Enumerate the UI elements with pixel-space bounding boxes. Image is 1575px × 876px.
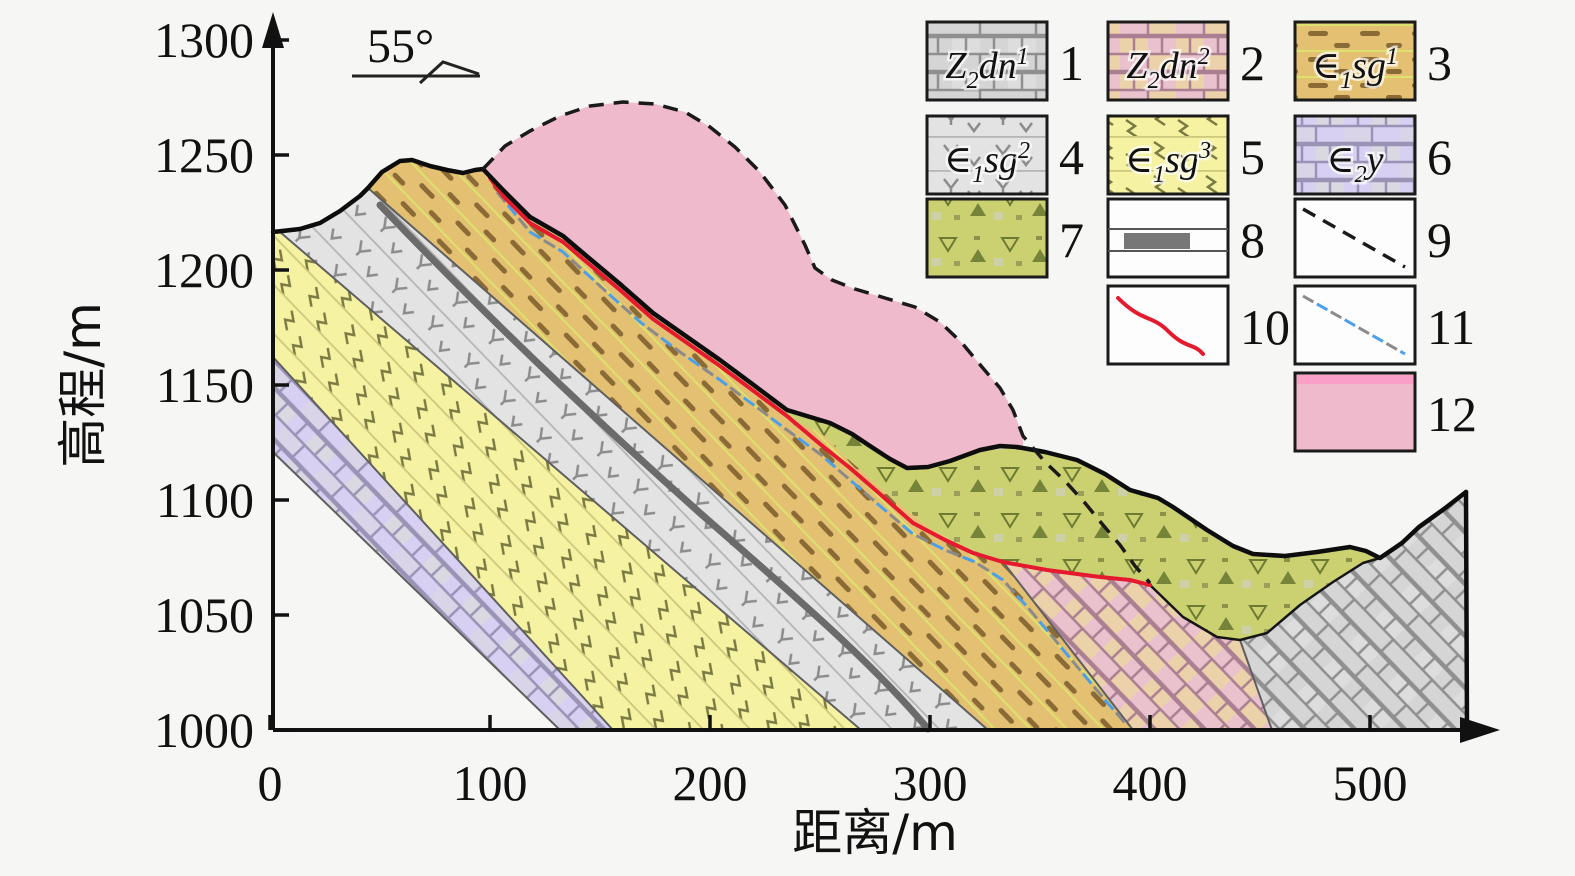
legend-unit-e1sg1: ∈1sg1 — [1312, 44, 1398, 94]
boundary-yellow-gray — [279, 231, 862, 731]
landslide-mass-pink — [483, 102, 1023, 468]
x-tick-marks — [268, 715, 1372, 730]
boundary-dn2-dn1 — [1239, 639, 1273, 731]
y-tick-1100: 1100 — [156, 472, 254, 528]
legend-swatch-e1sg2 — [925, 114, 1049, 196]
y-tick-1000: 1000 — [154, 702, 254, 758]
legend-number-5: 5 — [1240, 129, 1265, 185]
legend-item-10: 10 — [1106, 284, 1290, 366]
dashed-line-sample — [1302, 207, 1406, 269]
legend-swatch-e1sg1 — [1293, 20, 1417, 102]
x-axis-arrow — [1460, 717, 1500, 743]
stratum-e1sg1-orange — [368, 160, 1133, 730]
legend-item-9: 9 — [1293, 197, 1452, 279]
x-tick-200: 200 — [673, 755, 748, 811]
legend: Z2dn1 1 Z2dn2 2 ∈1sg1 3 ∈1sg2 4 ∈1sg3 5 … — [925, 20, 1477, 453]
legend-unit-e1sg2: ∈1sg2 — [944, 138, 1030, 188]
stratum-z2dn2-pink — [1003, 562, 1272, 730]
dip-direction-wedge — [418, 60, 480, 85]
legend-swatch-e1sg3 — [1106, 114, 1230, 196]
legend-number-1: 1 — [1059, 35, 1084, 91]
y-tick-marks — [273, 38, 289, 732]
dip-annotation: 55° — [352, 20, 480, 85]
legend-number-11: 11 — [1427, 299, 1475, 355]
stratum-e1sg3-yellow — [273, 232, 861, 730]
landslide-swatch-stripe — [1297, 375, 1413, 384]
legend-swatch-z2dn1 — [925, 20, 1049, 102]
x-tick-400: 400 — [1113, 755, 1188, 811]
section-right-edge — [1463, 489, 1470, 733]
weathering-limit-dash-blue — [495, 191, 1128, 725]
legend-unit-z2dn1: Z2dn1 — [945, 44, 1028, 94]
weak-interlayer-band — [376, 201, 932, 733]
debris-zone-green — [483, 169, 1380, 640]
interlayer-bar — [1124, 233, 1190, 249]
legend-swatch-debris — [925, 197, 1049, 279]
x-tick-300: 300 — [893, 755, 968, 811]
weathering-line-sample-gray — [1302, 294, 1406, 356]
legend-swatch-slip-surface — [1106, 284, 1230, 366]
x-axis-title: 距离/m — [792, 804, 958, 862]
weathering-line-sample-blue — [1302, 294, 1406, 356]
legend-swatch-landslide-mass — [1293, 371, 1417, 453]
x-tick-100: 100 — [453, 755, 528, 811]
legend-number-3: 3 — [1427, 35, 1452, 91]
y-axis-title: 高程/m — [54, 302, 112, 468]
legend-unit-e1sg3: ∈1sg3 — [1125, 138, 1211, 188]
y-tick-1300: 1300 — [154, 12, 254, 68]
legend-number-10: 10 — [1240, 299, 1290, 355]
boundary-lavender-yellow — [272, 356, 614, 731]
legend-item-12: 12 — [1293, 371, 1477, 453]
boundary-gray-orange — [367, 187, 989, 731]
legend-item-4: ∈1sg2 4 — [925, 114, 1084, 196]
legend-item-1: Z2dn1 1 — [925, 20, 1084, 102]
x-tick-labels: 0 100 200 300 400 500 — [258, 755, 1408, 811]
section-base-line — [272, 451, 561, 731]
legend-item-6: ∈2y 6 — [1293, 114, 1452, 196]
legend-number-6: 6 — [1427, 129, 1452, 185]
stratum-e1sg2-gray — [280, 188, 988, 730]
axes: 1300 1250 1200 1150 1100 1050 1000 0 100… — [54, 12, 1500, 862]
legend-number-8: 8 — [1240, 212, 1265, 268]
slip-surface-red-line — [488, 176, 1152, 587]
x-tick-0: 0 — [258, 755, 283, 811]
ground-surface-line — [270, 157, 1469, 561]
legend-unit-e2y: ∈2y — [1326, 139, 1383, 188]
y-tick-labels: 1300 1250 1200 1150 1100 1050 1000 — [154, 12, 254, 758]
legend-unit-z2dn2: Z2dn2 — [1126, 44, 1209, 94]
legend-number-12: 12 — [1427, 386, 1477, 442]
original-surface-dashed-line — [481, 100, 1152, 585]
legend-item-2: Z2dn2 2 — [1106, 20, 1265, 102]
y-tick-1050: 1050 — [154, 587, 254, 643]
legend-number-4: 4 — [1059, 129, 1084, 185]
y-tick-1250: 1250 — [154, 127, 254, 183]
debris-base-line — [1149, 556, 1381, 642]
legend-item-3: ∈1sg1 3 — [1293, 20, 1452, 102]
dip-angle-label: 55° — [367, 20, 434, 73]
stratum-z2dn1-gray — [1240, 492, 1467, 730]
legend-number-2: 2 — [1240, 35, 1265, 91]
legend-number-7: 7 — [1059, 212, 1084, 268]
legend-number-9: 9 — [1427, 212, 1452, 268]
y-tick-1200: 1200 — [154, 242, 254, 298]
boundary-orange-dn2 — [1002, 561, 1134, 731]
x-tick-500: 500 — [1333, 755, 1408, 811]
legend-item-7: 7 — [925, 197, 1084, 279]
cross-section — [270, 100, 1470, 733]
legend-item-8: 8 — [1106, 197, 1265, 279]
legend-item-11: 11 — [1293, 284, 1475, 366]
y-tick-1150: 1150 — [156, 357, 254, 413]
legend-swatch-dashed-line — [1293, 197, 1417, 279]
legend-swatch-z2dn2 — [1106, 20, 1230, 102]
red-line-sample — [1116, 296, 1205, 356]
legend-swatch-e2y — [1293, 114, 1417, 196]
interlayer-thin-lines — [1108, 228, 1228, 252]
legend-item-5: ∈1sg3 5 — [1106, 114, 1265, 196]
